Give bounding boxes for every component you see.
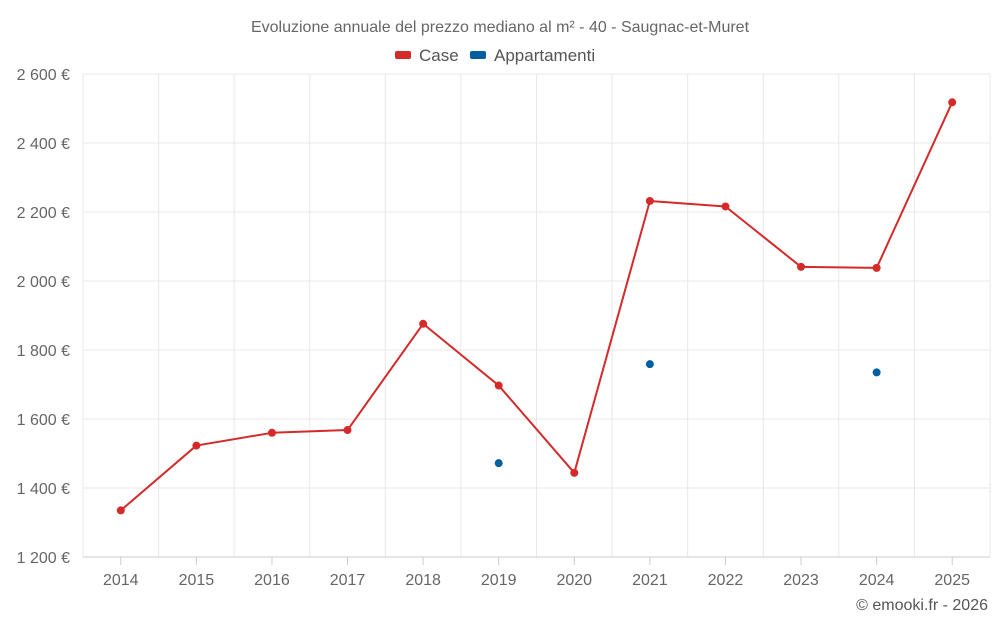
series-case (116, 98, 957, 515)
y-tick-label: 2 400 € (17, 136, 70, 153)
chart-title: Evoluzione annuale del prezzo mediano al… (251, 19, 750, 36)
credit-text: © emooki.fr - 2026 (856, 597, 988, 614)
x-tick-label: 2024 (859, 572, 895, 589)
data-point-case[interactable] (721, 202, 730, 211)
x-tick-label: 2016 (254, 572, 290, 589)
x-axis-ticks: 2014 2015 2016 2017 2018 2019 2020 2021 2022 2023… (103, 557, 970, 589)
legend-swatch-case (395, 51, 411, 59)
x-tick-label: 2018 (405, 572, 441, 589)
x-tick-label: 2020 (556, 572, 592, 589)
data-point-case[interactable] (116, 506, 125, 515)
x-tick-label: 2021 (632, 572, 668, 589)
data-point-case[interactable] (343, 426, 352, 435)
y-tick-label: 2 000 € (17, 274, 70, 291)
x-tick-label: 2015 (179, 572, 215, 589)
data-point-case[interactable] (872, 263, 881, 272)
data-point-case[interactable] (419, 319, 428, 328)
y-tick-label: 1 200 € (17, 550, 70, 567)
data-point-case[interactable] (645, 196, 654, 205)
legend-label-case: Case (419, 46, 459, 65)
x-tick-label: 2019 (481, 572, 517, 589)
data-point-case[interactable] (192, 441, 201, 450)
x-tick-label: 2014 (103, 572, 139, 589)
series (116, 98, 957, 515)
grid (82, 73, 991, 557)
y-tick-label: 2 600 € (17, 67, 70, 84)
y-tick-label: 1 400 € (17, 481, 70, 498)
legend-item-appartamenti[interactable]: Appartamenti (470, 46, 595, 65)
data-point-appartamenti[interactable] (494, 459, 503, 468)
data-point-case[interactable] (267, 428, 276, 437)
legend: Case Appartamenti (395, 46, 595, 65)
data-point-appartamenti[interactable] (872, 368, 881, 377)
data-point-case[interactable] (494, 381, 503, 390)
series-line-case (120, 101, 954, 512)
y-tick-label: 2 200 € (17, 205, 70, 222)
legend-item-case[interactable]: Case (395, 46, 459, 65)
x-tick-label: 2023 (783, 572, 819, 589)
x-tick-label: 2017 (330, 572, 366, 589)
legend-label-appartamenti: Appartamenti (494, 46, 595, 65)
y-tick-label: 1 800 € (17, 343, 70, 360)
y-tick-label: 1 600 € (17, 412, 70, 429)
y-axis-ticks: 1 200 € 1 400 € 1 600 € 1 800 € 2 000 € 2 200… (17, 67, 70, 567)
data-point-case[interactable] (570, 468, 579, 477)
data-point-appartamenti[interactable] (645, 360, 654, 369)
data-point-case[interactable] (948, 98, 957, 107)
x-tick-label: 2022 (708, 572, 744, 589)
series-appartamenti (494, 360, 881, 468)
x-tick-label: 2025 (934, 572, 970, 589)
legend-swatch-appartamenti (470, 51, 486, 59)
data-point-case[interactable] (797, 262, 806, 271)
